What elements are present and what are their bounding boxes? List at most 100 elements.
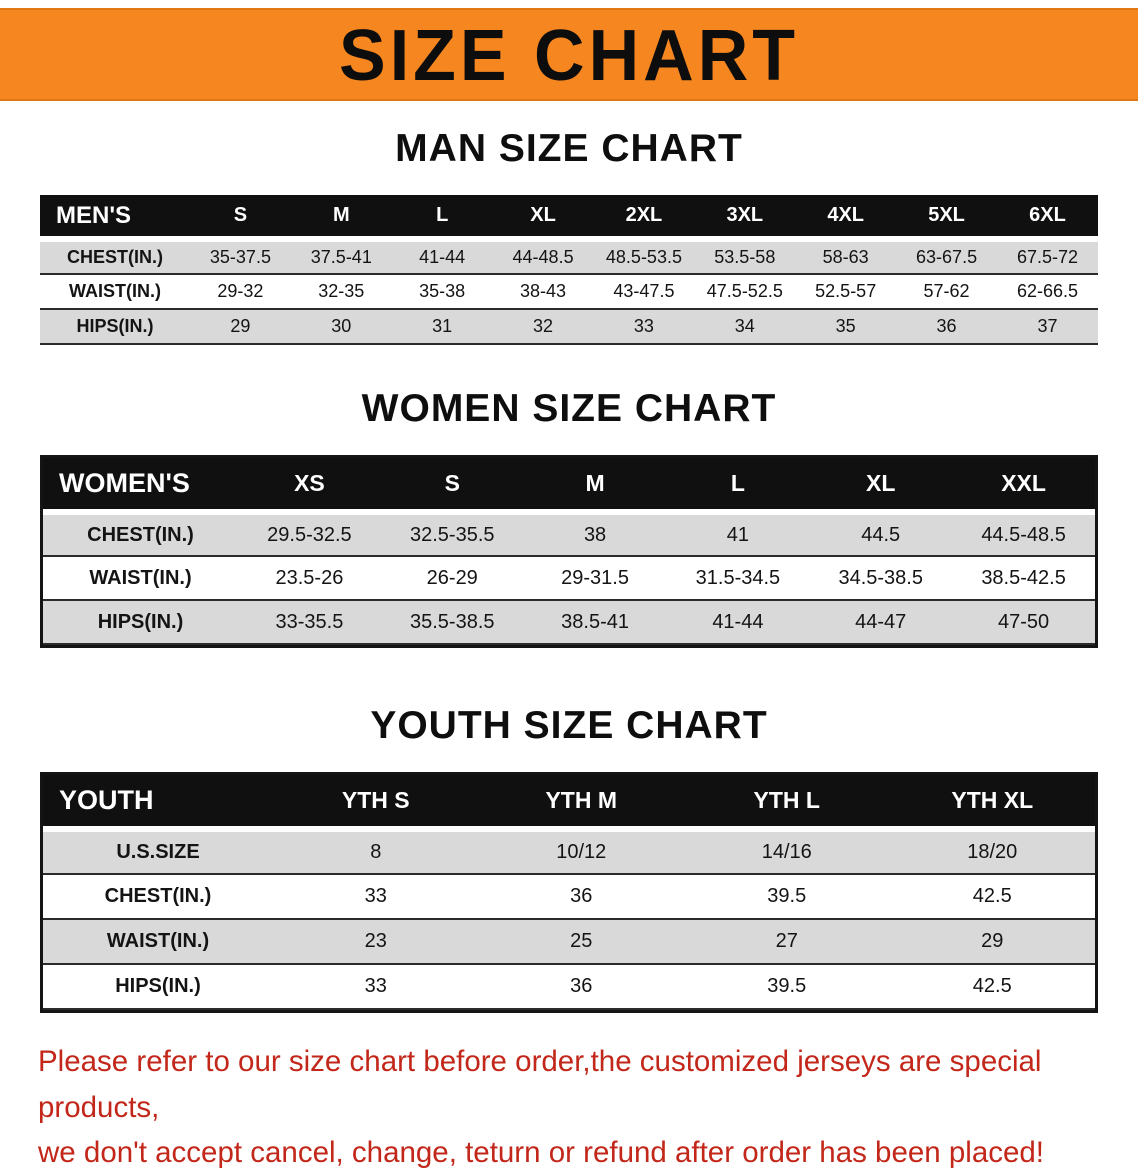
size-value: 48.5-53.5 xyxy=(593,236,695,275)
table-row: CHEST(IN.) 35-37.5 37.5-41 41-44 44-48.5 48.5… xyxy=(40,236,1098,275)
size-value: 31.5-34.5 xyxy=(666,556,810,601)
size-value: 44-48.5 xyxy=(492,236,594,275)
table-header-row: YOUTH YTH S YTH M YTH L YTH XL xyxy=(43,775,1095,829)
size-value: 23.5-26 xyxy=(238,556,381,601)
size-value: 35-37.5 xyxy=(190,236,291,275)
size-value: 47-50 xyxy=(952,600,1095,645)
table-row: HIPS(IN.) 29 30 31 32 33 34 35 36 37 xyxy=(40,309,1098,345)
table-title-cell: WOMEN'S xyxy=(43,458,238,512)
row-label: WAIST(IN.) xyxy=(43,556,238,601)
size-column-header: XXL xyxy=(952,458,1095,512)
size-value: 29 xyxy=(190,309,291,345)
table-row: WAIST(IN.) 23.5-26 26-29 29-31.5 31.5-34.5 34… xyxy=(43,556,1095,601)
table-title-cell: MEN'S xyxy=(40,195,190,239)
size-value: 33 xyxy=(273,874,479,920)
disclaimer: Please refer to our size chart before or… xyxy=(0,1039,1138,1176)
disclaimer-line-2: we don't accept cancel, change, teturn o… xyxy=(38,1136,1044,1170)
table-row: WAIST(IN.) 23 25 27 29 xyxy=(43,919,1095,965)
size-column-header: YTH XL xyxy=(889,775,1095,829)
size-value: 29 xyxy=(889,919,1095,965)
size-value: 42.5 xyxy=(889,874,1095,920)
size-column-header: YTH M xyxy=(478,775,684,829)
table-row: WAIST(IN.) 29-32 32-35 35-38 38-43 43-47.5 47.… xyxy=(40,274,1098,310)
size-value: 33 xyxy=(593,309,695,345)
size-value: 29-31.5 xyxy=(523,556,667,601)
row-label: HIPS(IN.) xyxy=(43,964,273,1010)
size-value: 32 xyxy=(492,309,594,345)
size-value: 43-47.5 xyxy=(593,274,695,310)
size-value: 23 xyxy=(273,919,479,965)
table-header-row: WOMEN'S XS S M L XL XXL xyxy=(43,458,1095,512)
size-value: 10/12 xyxy=(478,826,684,875)
size-column-header: M xyxy=(290,195,392,239)
size-value: 52.5-57 xyxy=(795,274,897,310)
table-row: HIPS(IN.) 33-35.5 35.5-38.5 38.5-41 41-44 44-… xyxy=(43,600,1095,645)
disclaimer-line-1: Please refer to our size chart before or… xyxy=(38,1045,1042,1124)
size-value: 41-44 xyxy=(391,236,493,275)
size-value: 67.5-72 xyxy=(997,236,1098,275)
size-value: 44-47 xyxy=(809,600,953,645)
size-column-header: XS xyxy=(238,458,381,512)
size-value: 27 xyxy=(684,919,890,965)
size-value: 31 xyxy=(391,309,493,345)
size-value: 38.5-41 xyxy=(523,600,667,645)
size-value: 44.5 xyxy=(809,509,953,557)
size-column-header: 6XL xyxy=(997,195,1098,239)
size-column-header: YTH L xyxy=(684,775,890,829)
size-value: 26-29 xyxy=(380,556,524,601)
size-value: 33 xyxy=(273,964,479,1010)
size-value: 58-63 xyxy=(795,236,897,275)
size-value: 25 xyxy=(478,919,684,965)
women-size-table: WOMEN'S XS S M L XL XXL CHEST(IN.) 29.5-32.5 32.5… xyxy=(40,455,1098,648)
size-column-header: YTH S xyxy=(273,775,479,829)
size-value: 53.5-58 xyxy=(694,236,796,275)
row-label: U.S.SIZE xyxy=(43,826,273,875)
size-column-header: XL xyxy=(492,195,594,239)
size-value: 32.5-35.5 xyxy=(380,509,524,557)
size-value: 36 xyxy=(478,964,684,1010)
size-value: 33-35.5 xyxy=(238,600,381,645)
size-table: MEN'S S M L XL 2XL 3XL 4XL 5XL 6XL CHEST(IN.) 35-37… xyxy=(40,195,1098,345)
size-value: 41-44 xyxy=(666,600,810,645)
size-value: 37.5-41 xyxy=(290,236,392,275)
row-label: WAIST(IN.) xyxy=(43,919,273,965)
men-section-heading: MAN SIZE CHART xyxy=(395,127,743,170)
size-value: 38-43 xyxy=(492,274,594,310)
size-value: 8 xyxy=(273,826,479,875)
size-value: 18/20 xyxy=(889,826,1095,875)
content: MAN SIZE CHART MEN'S S M L XL 2XL 3XL 4XL 5XL 6XL… xyxy=(0,127,1138,1013)
size-value: 30 xyxy=(290,309,392,345)
size-value: 39.5 xyxy=(684,964,890,1010)
size-value: 37 xyxy=(997,309,1098,345)
table-header-row: MEN'S S M L XL 2XL 3XL 4XL 5XL 6XL xyxy=(40,195,1098,239)
size-value: 35 xyxy=(795,309,897,345)
size-column-header: 2XL xyxy=(593,195,695,239)
size-value: 34 xyxy=(694,309,796,345)
row-label: CHEST(IN.) xyxy=(43,509,238,557)
size-value: 34.5-38.5 xyxy=(809,556,953,601)
size-column-header: M xyxy=(523,458,667,512)
size-column-header: 4XL xyxy=(795,195,897,239)
row-label: CHEST(IN.) xyxy=(40,236,190,275)
size-value: 42.5 xyxy=(889,964,1095,1010)
size-value: 41 xyxy=(666,509,810,557)
youth-size-table: YOUTH YTH S YTH M YTH L YTH XL U.S.SIZE 8 10/12… xyxy=(40,772,1098,1013)
size-column-header: L xyxy=(391,195,493,239)
size-column-header: S xyxy=(190,195,291,239)
size-chart-page: SIZE CHART MAN SIZE CHART MEN'S S M L XL 2XL 3… xyxy=(0,8,1138,1169)
size-value: 35.5-38.5 xyxy=(380,600,524,645)
table-row: HIPS(IN.) 33 36 39.5 42.5 xyxy=(43,964,1095,1010)
table-row: U.S.SIZE 8 10/12 14/16 18/20 xyxy=(43,826,1095,875)
table-row: CHEST(IN.) 29.5-32.5 32.5-35.5 38 41 44.5 44.5… xyxy=(43,509,1095,557)
size-value: 35-38 xyxy=(391,274,493,310)
size-value: 38 xyxy=(523,509,667,557)
men-size-table: MEN'S S M L XL 2XL 3XL 4XL 5XL 6XL CHEST(IN.) 35-37… xyxy=(40,195,1098,345)
size-value: 39.5 xyxy=(684,874,890,920)
size-chart-banner: SIZE CHART xyxy=(0,8,1138,101)
size-value: 62-66.5 xyxy=(997,274,1098,310)
row-label: CHEST(IN.) xyxy=(43,874,273,920)
size-value: 36 xyxy=(896,309,997,345)
table-title-cell: YOUTH xyxy=(43,775,273,829)
size-column-header: 5XL xyxy=(896,195,997,239)
size-value: 29.5-32.5 xyxy=(238,509,381,557)
